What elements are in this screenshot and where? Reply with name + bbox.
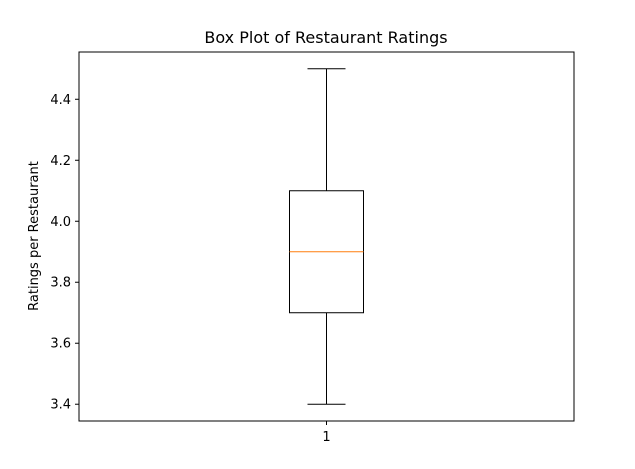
x-axis: 1 [322, 421, 331, 445]
boxes-layer [289, 68, 364, 405]
y-tick-label: 4.2 [50, 154, 71, 169]
box-group [289, 68, 364, 405]
y-tick-label: 4.4 [50, 93, 71, 108]
x-tick-label: 1 [322, 430, 330, 445]
y-axis: 3.4 3.6 3.8 4.0 4.2 4.4 [50, 93, 79, 413]
chart-title: Box Plot of Restaurant Ratings [204, 28, 447, 47]
y-tick-label: 3.6 [50, 337, 71, 352]
y-tick-label: 3.8 [50, 276, 71, 291]
y-axis-label: Ratings per Restaurant [27, 161, 42, 311]
y-tick-label: 3.4 [50, 398, 71, 413]
y-tick-label: 4.0 [50, 215, 71, 230]
